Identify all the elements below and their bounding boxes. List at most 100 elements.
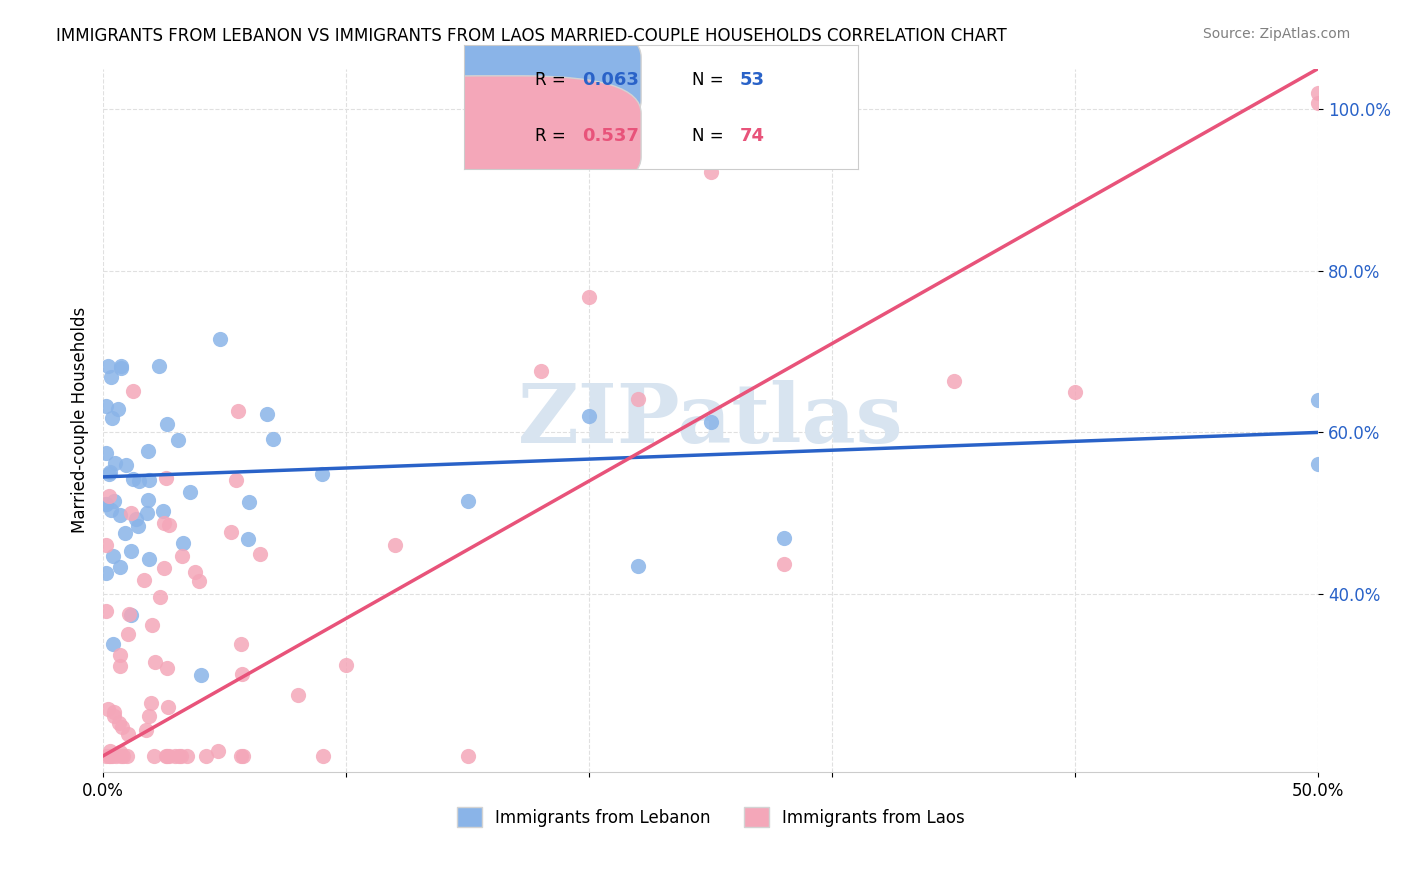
Point xyxy=(135,506,157,520)
Point xyxy=(108,508,131,522)
Point xyxy=(155,748,177,763)
Point xyxy=(94,497,117,511)
Point xyxy=(225,473,247,487)
Point xyxy=(188,574,211,588)
Text: R =: R = xyxy=(534,70,571,88)
Point xyxy=(155,471,177,485)
Text: 0.063: 0.063 xyxy=(582,70,638,88)
Point xyxy=(627,392,650,406)
Point xyxy=(100,370,122,384)
Point xyxy=(121,472,143,486)
Point xyxy=(167,433,190,447)
Point xyxy=(127,518,149,533)
Point xyxy=(231,748,253,763)
Legend: Immigrants from Lebanon, Immigrants from Laos: Immigrants from Lebanon, Immigrants from… xyxy=(450,800,972,834)
Point xyxy=(172,536,194,550)
Point xyxy=(311,748,333,763)
Point xyxy=(942,374,965,388)
Point xyxy=(156,661,179,675)
Point xyxy=(170,748,193,763)
Point xyxy=(103,494,125,508)
Point xyxy=(128,474,150,488)
Point xyxy=(100,465,122,479)
Point xyxy=(231,637,253,651)
Point xyxy=(179,484,201,499)
Point xyxy=(152,516,174,530)
Point xyxy=(101,549,124,564)
Text: N =: N = xyxy=(692,70,730,88)
Point xyxy=(105,748,128,763)
Text: R =: R = xyxy=(534,127,571,145)
Point xyxy=(170,549,193,564)
Point xyxy=(184,565,207,579)
Point xyxy=(103,709,125,723)
Text: 74: 74 xyxy=(740,127,765,145)
Point xyxy=(108,659,131,673)
Point xyxy=(149,590,172,604)
Point xyxy=(101,411,124,425)
Point xyxy=(627,559,650,574)
Point xyxy=(101,748,124,763)
Point xyxy=(103,706,125,720)
Text: IMMIGRANTS FROM LEBANON VS IMMIGRANTS FROM LAOS MARRIED-COUPLE HOUSEHOLDS CORREL: IMMIGRANTS FROM LEBANON VS IMMIGRANTS FR… xyxy=(56,27,1007,45)
Point xyxy=(262,433,284,447)
Point xyxy=(232,748,254,763)
Y-axis label: Married-couple Households: Married-couple Households xyxy=(72,307,89,533)
Point xyxy=(287,688,309,702)
Point xyxy=(135,723,157,737)
Point xyxy=(94,399,117,413)
Point xyxy=(190,668,212,682)
Point xyxy=(117,627,139,641)
Point xyxy=(256,407,278,421)
Point xyxy=(208,332,231,346)
Point xyxy=(157,517,180,532)
Point xyxy=(101,636,124,650)
Point xyxy=(384,538,406,552)
Point xyxy=(94,496,117,510)
Point xyxy=(195,748,218,763)
Point xyxy=(163,748,186,763)
Point xyxy=(249,547,271,561)
Point xyxy=(207,744,229,758)
Text: ZIPatlas: ZIPatlas xyxy=(517,380,904,460)
Point xyxy=(1308,457,1330,471)
Point xyxy=(219,524,242,539)
Point xyxy=(148,359,170,374)
Point xyxy=(141,696,163,710)
Point xyxy=(457,494,479,508)
Point xyxy=(115,748,138,763)
Point xyxy=(153,560,176,574)
Point xyxy=(136,444,159,458)
Point xyxy=(108,745,131,759)
Point xyxy=(94,445,117,459)
Point xyxy=(98,489,121,503)
Text: N =: N = xyxy=(692,127,730,145)
Point xyxy=(143,748,166,763)
Point xyxy=(1308,393,1330,408)
Point xyxy=(125,512,148,526)
Point xyxy=(136,492,159,507)
Point xyxy=(110,359,132,374)
Point xyxy=(1064,385,1087,400)
Point xyxy=(157,700,180,714)
Point xyxy=(120,543,142,558)
Point xyxy=(97,359,120,374)
Point xyxy=(98,467,121,481)
Point xyxy=(120,506,142,520)
Point xyxy=(529,364,551,378)
Point xyxy=(122,384,145,398)
Point xyxy=(97,701,120,715)
Point xyxy=(141,617,163,632)
Point xyxy=(156,748,179,763)
Point xyxy=(228,404,250,418)
Point xyxy=(138,473,160,487)
Point xyxy=(118,607,141,621)
Text: 53: 53 xyxy=(740,70,765,88)
Point xyxy=(112,748,135,763)
Point xyxy=(100,748,122,763)
Point xyxy=(108,559,131,574)
Point xyxy=(94,748,117,763)
Point xyxy=(111,720,134,734)
Point xyxy=(311,467,333,482)
Point xyxy=(138,552,160,566)
